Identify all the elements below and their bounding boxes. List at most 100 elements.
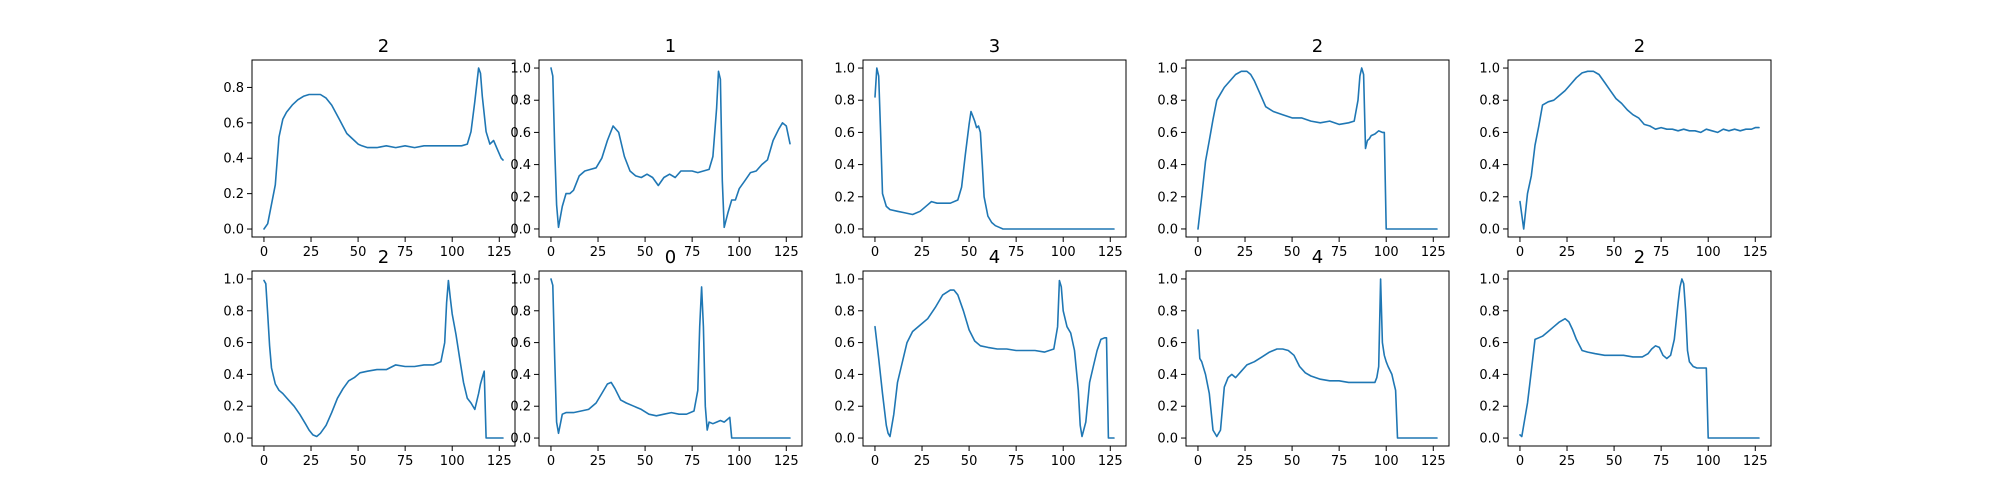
subplot-1: 2 0 25 50 75 100 125 0.0 0.2 0.4 0.6 0.8 — [223, 36, 516, 260]
subplot-title: 2 — [1634, 247, 1645, 268]
x-tick-label: 75 — [1008, 454, 1025, 469]
x-tick-label: 75 — [684, 454, 701, 469]
x-tick-label: 50 — [1606, 245, 1623, 260]
axes-frame — [1507, 270, 1772, 447]
subplot-grid: 2 0 25 50 75 100 125 0.0 0.2 0.4 0.6 0.8 1 0 25 50 75 100… — [223, 36, 1772, 469]
y-tick-label: 0.2 — [223, 187, 244, 202]
y-tick-label: 0.2 — [223, 400, 244, 415]
y-tick-label: 0.0 — [834, 222, 855, 237]
y-tick-label: 0.6 — [1479, 126, 1500, 141]
y-tick-label: 1.0 — [1157, 62, 1178, 77]
axes-frame — [538, 59, 803, 238]
y-tick-label: 1.0 — [510, 62, 531, 77]
subplot-6: 2 0 25 50 75 100 125 0.0 0.2 0.4 0.6 0.8 1.0 — [223, 247, 516, 469]
y-tick-label: 0.0 — [834, 432, 855, 447]
y-tick-label: 0.2 — [834, 400, 855, 415]
subplot-4: 2 0 25 50 75 100 125 0.0 0.2 0.4 0.6 0.8 1.0 — [1157, 36, 1450, 260]
y-tick-label: 0.8 — [834, 304, 855, 319]
x-tick-label: 50 — [1284, 245, 1301, 260]
x-tick-label: 75 — [1653, 454, 1670, 469]
x-tick-label: 25 — [1237, 454, 1254, 469]
subplot-2: 1 0 25 50 75 100 125 0.0 0.2 0.4 0.6 0.8 1.0 — [510, 36, 803, 260]
y-tick-label: 0.0 — [223, 223, 244, 238]
x-tick-label: 50 — [350, 454, 367, 469]
x-tick-label: 50 — [961, 454, 978, 469]
x-tick-label: 125 — [1743, 454, 1768, 469]
y-tick-label: 0.4 — [834, 368, 855, 383]
x-tick-label: 25 — [590, 245, 607, 260]
x-tick-label: 125 — [487, 245, 512, 260]
y-tick-label: 0.4 — [1157, 368, 1178, 383]
y-tick-label: 0.8 — [1157, 94, 1178, 109]
x-tick-label: 75 — [1008, 245, 1025, 260]
subplot-title: 3 — [989, 36, 1000, 57]
x-tick-label: 75 — [1331, 454, 1348, 469]
x-tick-label: 0 — [260, 245, 268, 260]
x-tick-label: 0 — [1194, 454, 1202, 469]
x-tick-label: 25 — [914, 245, 931, 260]
y-tick-label: 0.0 — [223, 432, 244, 447]
subplot-5: 2 0 25 50 75 100 125 0.0 0.2 0.4 0.6 0.8 1.0 — [1479, 36, 1772, 260]
y-tick-label: 0.6 — [1157, 336, 1178, 351]
y-tick-label: 1.0 — [1479, 62, 1500, 77]
series-line — [550, 67, 791, 229]
x-tick-label: 100 — [1051, 245, 1076, 260]
y-tick-label: 0.0 — [1479, 432, 1500, 447]
y-tick-label: 0.8 — [510, 94, 531, 109]
y-tick-label: 1.0 — [1479, 272, 1500, 287]
y-tick-label: 0.8 — [834, 94, 855, 109]
subplot-10: 2 0 25 50 75 100 125 0.0 0.2 0.4 0.6 0.8 1.0 — [1479, 247, 1772, 469]
series-line — [263, 67, 504, 230]
x-tick-label: 50 — [1284, 454, 1301, 469]
y-tick-label: 0.2 — [1157, 190, 1178, 205]
y-tick-label: 0.4 — [834, 158, 855, 173]
subplot-title: 2 — [1312, 36, 1323, 57]
y-tick-label: 1.0 — [1157, 272, 1178, 287]
x-tick-label: 100 — [727, 454, 752, 469]
x-tick-label: 50 — [637, 245, 654, 260]
series-line — [874, 279, 1115, 439]
series-line — [1519, 70, 1760, 230]
subplot-title: 2 — [378, 36, 389, 57]
series-line — [874, 67, 1115, 230]
y-tick-label: 0.4 — [1157, 158, 1178, 173]
axes-frame — [1507, 59, 1772, 238]
x-tick-label: 125 — [1421, 454, 1446, 469]
y-tick-label: 0.8 — [223, 81, 244, 96]
y-tick-label: 0.4 — [223, 368, 244, 383]
axes-frame — [1185, 270, 1450, 447]
subplot-title: 4 — [1312, 247, 1323, 268]
x-tick-label: 50 — [637, 454, 654, 469]
x-tick-label: 100 — [1374, 245, 1399, 260]
x-tick-label: 0 — [871, 454, 879, 469]
y-tick-label: 0.0 — [1479, 222, 1500, 237]
series-line — [1519, 278, 1760, 439]
x-tick-label: 25 — [1237, 245, 1254, 260]
subplot-8: 4 0 25 50 75 100 125 0.0 0.2 0.4 0.6 0.8 1.0 — [834, 247, 1127, 469]
x-tick-label: 125 — [1098, 454, 1123, 469]
axes-frame — [1185, 59, 1450, 238]
x-tick-label: 125 — [774, 454, 799, 469]
subplot-3: 3 0 25 50 75 100 125 0.0 0.2 0.4 0.6 0.8 1.0 — [834, 36, 1127, 260]
y-tick-label: 0.8 — [223, 304, 244, 319]
x-tick-label: 100 — [1696, 454, 1721, 469]
y-tick-label: 0.8 — [510, 304, 531, 319]
series-line — [550, 278, 791, 439]
y-tick-label: 0.6 — [223, 336, 244, 351]
x-tick-label: 0 — [1516, 454, 1524, 469]
y-tick-label: 1.0 — [834, 62, 855, 77]
y-tick-label: 1.0 — [510, 272, 531, 287]
y-tick-label: 0.4 — [510, 368, 531, 383]
x-tick-label: 75 — [397, 454, 414, 469]
y-tick-label: 0.8 — [1157, 304, 1178, 319]
y-tick-label: 0.4 — [1479, 158, 1500, 173]
y-tick-label: 0.2 — [510, 400, 531, 415]
x-tick-label: 50 — [350, 245, 367, 260]
axes-frame — [538, 270, 803, 447]
series-line — [1197, 278, 1438, 439]
x-tick-label: 25 — [590, 454, 607, 469]
y-tick-label: 0.6 — [1157, 126, 1178, 141]
x-tick-label: 25 — [1559, 454, 1576, 469]
